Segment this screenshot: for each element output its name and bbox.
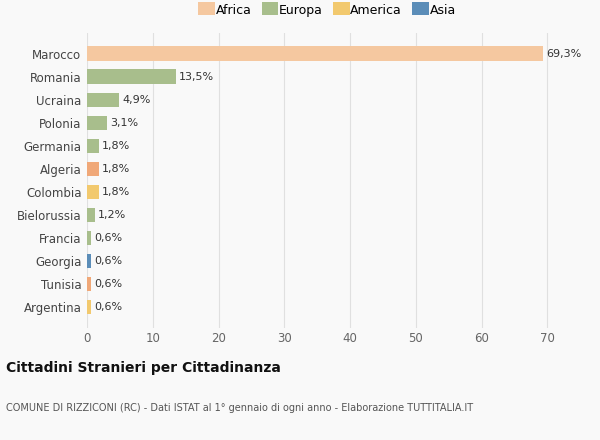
- Bar: [87, 139, 99, 153]
- Bar: [87, 208, 95, 222]
- Text: Cittadini Stranieri per Cittadinanza: Cittadini Stranieri per Cittadinanza: [6, 361, 281, 375]
- Bar: [87, 116, 107, 130]
- Text: 1,2%: 1,2%: [98, 210, 127, 220]
- Bar: [87, 231, 91, 245]
- Text: 0,6%: 0,6%: [94, 256, 122, 266]
- Text: COMUNE DI RIZZICONI (RC) - Dati ISTAT al 1° gennaio di ogni anno - Elaborazione : COMUNE DI RIZZICONI (RC) - Dati ISTAT al…: [6, 403, 473, 414]
- Text: 13,5%: 13,5%: [179, 72, 214, 81]
- Text: 69,3%: 69,3%: [546, 48, 581, 59]
- Text: 4,9%: 4,9%: [122, 95, 151, 105]
- Bar: [87, 70, 176, 84]
- Bar: [87, 92, 119, 107]
- Text: 1,8%: 1,8%: [102, 187, 130, 197]
- Text: 3,1%: 3,1%: [110, 118, 139, 128]
- Legend: Africa, Europa, America, Asia: Africa, Europa, America, Asia: [194, 0, 460, 21]
- Bar: [87, 277, 91, 291]
- Text: 1,8%: 1,8%: [102, 164, 130, 174]
- Bar: [87, 300, 91, 315]
- Text: 0,6%: 0,6%: [94, 302, 122, 312]
- Bar: [87, 46, 542, 61]
- Text: 1,8%: 1,8%: [102, 141, 130, 151]
- Bar: [87, 162, 99, 176]
- Text: 0,6%: 0,6%: [94, 279, 122, 289]
- Bar: [87, 254, 91, 268]
- Bar: [87, 185, 99, 199]
- Text: 0,6%: 0,6%: [94, 233, 122, 243]
